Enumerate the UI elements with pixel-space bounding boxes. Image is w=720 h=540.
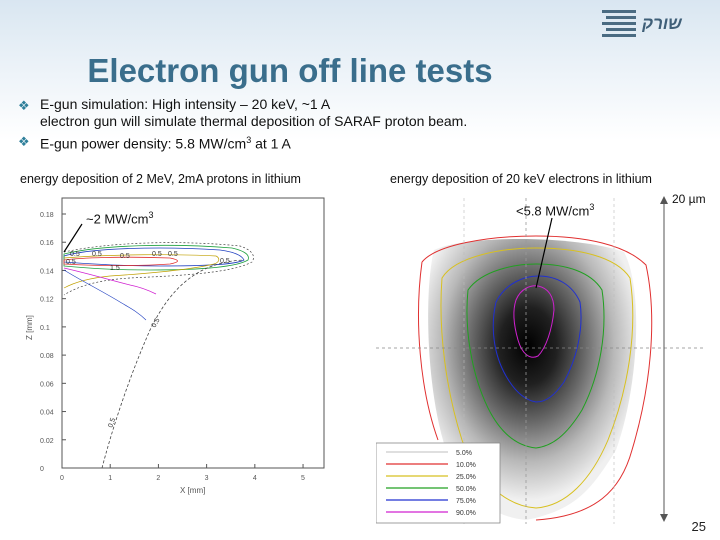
contour-label: 1.5 xyxy=(110,265,120,272)
legend-label: 10.0% xyxy=(456,462,476,469)
left-contour-plot: 0.18 0.16 0.14 0.12 0.1 0.08 0.06 0.04 0.02 0 0 1 2… xyxy=(20,190,332,497)
contour-label: 0.5 xyxy=(220,258,230,265)
contour-10-red xyxy=(421,235,653,521)
page-number: 25 xyxy=(691,519,706,534)
legend-label: 25.0% xyxy=(456,474,476,481)
x-tick-label: 4 xyxy=(253,475,257,482)
contour-label: 0.5 xyxy=(168,251,178,258)
y-tick-label: 0.08 xyxy=(40,353,54,360)
bullet-text-suffix: at 1 A xyxy=(251,135,291,152)
legend-label: 5.0% xyxy=(456,450,472,457)
contour-label: 0.5 xyxy=(120,253,130,260)
left-figure-caption: energy deposition of 2 MeV, 2mA protons … xyxy=(20,172,301,186)
y-tick-label: 0 xyxy=(40,466,44,473)
y-tick-label: 0.06 xyxy=(40,381,54,388)
bullet-item-power-density: ❖ E-gun power density: 5.8 MW/cm3 at 1 A xyxy=(18,132,708,153)
right-figure-caption: energy deposition of 20 keV electrons in… xyxy=(390,172,652,186)
superscript: 3 xyxy=(246,135,252,145)
diamond-bullet-icon: ❖ xyxy=(18,98,30,113)
scale-bar-arrow-up-icon xyxy=(660,196,668,204)
x-tick-label: 0 xyxy=(60,475,64,482)
scale-bar-arrow-down-icon xyxy=(660,514,668,522)
bullet-text-continued: electron gun will simulate thermal depos… xyxy=(40,113,468,129)
bullet-text: E-gun power density: 5.8 MW/cm xyxy=(40,135,247,152)
right-annotation-label: <5.8 MW/cm3 xyxy=(516,202,595,219)
legend-label: 75.0% xyxy=(456,498,476,505)
y-tick-label: 0.12 xyxy=(40,297,54,304)
contour-label: 0.5 xyxy=(92,251,102,258)
logo-text: שורק xyxy=(641,14,683,33)
contour-line-dashed-diagonal xyxy=(101,259,245,469)
x-tick-label: 5 xyxy=(301,475,305,482)
legend-box xyxy=(375,442,501,524)
y-tick-label: 0.1 xyxy=(40,325,50,332)
annotation-arrow-line xyxy=(535,217,553,289)
right-plot-svg: 5.0% 10.0% 25.0% 50.0% 75.0% 90.0% xyxy=(375,196,706,524)
legend-label: 90.0% xyxy=(456,510,476,517)
contour-line-green xyxy=(63,244,249,271)
bullet-text: E-gun simulation: High intensity – 20 ke… xyxy=(40,96,331,112)
x-tick-label: 3 xyxy=(205,475,209,482)
y-tick-label: 0.18 xyxy=(40,212,54,219)
y-tick-label: 0.16 xyxy=(40,240,54,247)
contour-label: 0.5 xyxy=(70,251,80,258)
contour-label: 0.5 xyxy=(107,417,117,429)
annotation-arrow-line xyxy=(63,223,83,253)
contour-line-yellow xyxy=(63,254,220,289)
y-tick-label: 0.14 xyxy=(40,268,54,275)
contour-label: 0.5 xyxy=(152,251,162,258)
left-plot-svg: 0.18 0.16 0.14 0.12 0.1 0.08 0.06 0.04 0.02 0 0 1 2… xyxy=(25,197,325,495)
company-logo: שורק xyxy=(602,10,683,37)
slide-title: Electron gun off line tests xyxy=(87,52,493,89)
bullet-list: ❖ E-gun simulation: High intensity – 20 … xyxy=(18,96,708,155)
x-tick-label: 1 xyxy=(108,475,112,482)
bullet-item-egun-simulation: ❖ E-gun simulation: High intensity – 20 … xyxy=(18,96,708,130)
contour-75-blue xyxy=(492,275,582,403)
y-tick-label: 0.04 xyxy=(40,410,54,417)
contour-label: 0.5 xyxy=(151,317,162,329)
contour-line-inner xyxy=(63,269,147,321)
contour-line-dashed-outer xyxy=(63,242,254,296)
contour-line-red xyxy=(63,256,178,266)
contour-label: 0.5 xyxy=(66,259,76,266)
y-axis-label: Z [mm] xyxy=(25,315,34,340)
right-deposition-map: 5.0% 10.0% 25.0% 50.0% 75.0% 90.0% <5.8 MW/cm… xyxy=(375,190,706,524)
contour-25-yellow xyxy=(440,247,634,509)
x-tick-label: 2 xyxy=(156,475,160,482)
scale-bar-label: 20 µm xyxy=(672,192,706,206)
left-annotation-label: ~2 MW/cm3 xyxy=(86,210,154,227)
x-axis-label: X [mm] xyxy=(180,486,205,495)
diamond-bullet-icon: ❖ xyxy=(18,134,30,149)
legend-label: 50.0% xyxy=(456,486,476,493)
contour-50-green xyxy=(466,263,605,449)
plot-frame xyxy=(61,197,325,469)
contour-line-magenta xyxy=(63,267,157,295)
y-tick-label: 0.02 xyxy=(40,438,54,445)
